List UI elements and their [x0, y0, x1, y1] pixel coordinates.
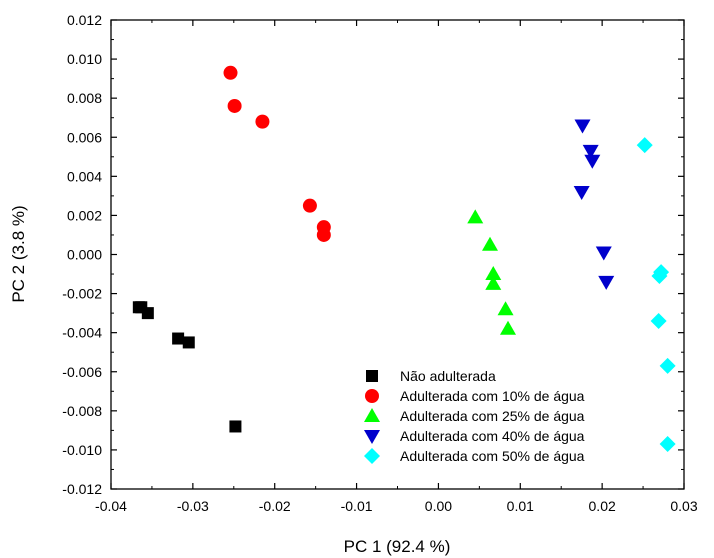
x-tick-label: 0.01 — [507, 498, 534, 514]
y-tick-label: 0.010 — [67, 51, 102, 67]
data-point-triangle-down — [582, 144, 599, 159]
x-tick-label: 0.00 — [425, 498, 452, 514]
data-point-triangle-up — [497, 301, 514, 316]
data-point-square — [172, 332, 185, 345]
x-tick-label: 0.03 — [670, 498, 697, 514]
x-tick-label: -0.02 — [259, 498, 291, 514]
data-point-triangle-down — [574, 119, 591, 134]
legend-marker-diamond — [364, 448, 380, 464]
y-tick-label: -0.010 — [62, 442, 102, 458]
data-point-triangle-up — [467, 209, 484, 224]
y-tick-label: 0.008 — [67, 90, 102, 106]
data-point-circle — [302, 198, 317, 213]
x-tick-label: 0.02 — [589, 498, 616, 514]
plot-area — [110, 19, 685, 490]
y-tick-label: 0.002 — [67, 207, 102, 223]
x-tick-label: -0.01 — [341, 498, 373, 514]
y-tick-label: -0.002 — [62, 286, 102, 302]
data-point-circle — [255, 114, 270, 129]
y-tick-label: 0.012 — [67, 12, 102, 28]
x-axis: -0.04 -0.03 -0.02 -0.01 0.00 0.01 0.02 0.03 — [95, 20, 698, 514]
data-point-diamond — [659, 357, 676, 374]
legend-label: Adulterada com 10% de água — [400, 388, 585, 404]
data-point-diamond — [636, 137, 653, 154]
data-point-square — [229, 420, 242, 433]
legend-label: Adulterada com 25% de água — [400, 408, 585, 424]
y-tick-label: 0.006 — [67, 129, 102, 145]
y-tick-label: -0.004 — [62, 325, 102, 341]
data-points — [132, 65, 676, 453]
x-tick-label: -0.03 — [177, 498, 209, 514]
y-tick-label: -0.008 — [62, 403, 102, 419]
data-point-circle — [223, 65, 238, 80]
data-point-triangle-down — [573, 185, 590, 200]
data-point-triangle-down — [595, 246, 612, 261]
data-point-square — [141, 307, 154, 320]
data-point-circle — [227, 98, 242, 113]
legend-label: Não adulterada — [400, 368, 496, 384]
y-tick-label: -0.006 — [62, 364, 102, 380]
y-tick-label: 0.000 — [67, 247, 102, 263]
x-tick-label: -0.04 — [95, 498, 127, 514]
data-point-triangle-up — [481, 236, 498, 251]
data-point-diamond — [650, 312, 667, 329]
data-point-circle — [316, 227, 331, 242]
legend-marker-triangle-up — [364, 408, 380, 422]
data-point-triangle-up — [485, 275, 502, 290]
legend-label: Adulterada com 40% de água — [400, 428, 585, 444]
data-point-triangle-up — [500, 320, 517, 335]
y-tick-label: 0.004 — [67, 168, 102, 184]
y-axis: -0.012 -0.010 -0.008 -0.006 -0.004 -0.002 0.00… — [62, 12, 684, 497]
legend-marker-square — [366, 370, 378, 382]
data-point-square — [182, 336, 195, 349]
y-axis-label: PC 2 (3.8 %) — [9, 205, 28, 302]
legend-marker-triangle-down — [364, 430, 380, 444]
data-point-triangle-down — [598, 275, 615, 290]
data-point-diamond — [651, 267, 668, 284]
x-axis-label: PC 1 (92.4 %) — [344, 537, 451, 556]
legend-label: Adulterada com 50% de água — [400, 448, 585, 464]
legend-marker-circle — [365, 389, 379, 403]
data-point-triangle-up — [485, 266, 502, 281]
plot-border — [110, 19, 685, 490]
legend: Não adulterada Adulterada com 10% de água… — [364, 368, 585, 464]
data-point-diamond — [659, 436, 676, 453]
data-point-triangle-down — [584, 154, 601, 169]
y-tick-label: -0.012 — [62, 481, 102, 497]
